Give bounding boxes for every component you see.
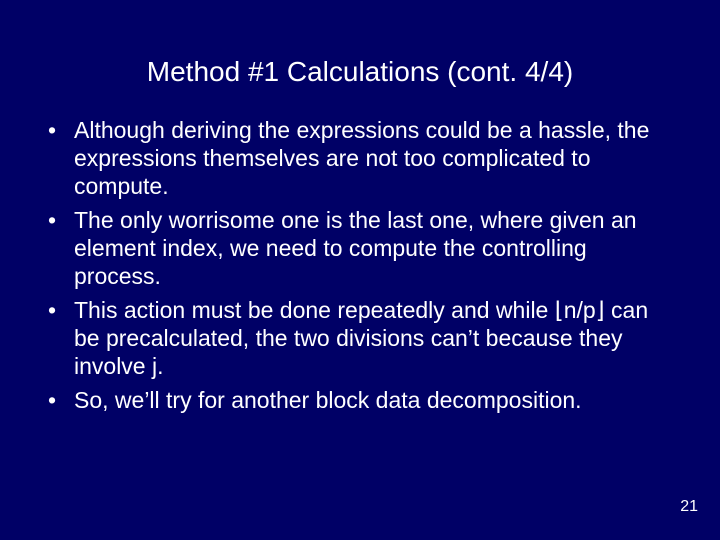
list-item: This action must be done repeatedly and … xyxy=(40,296,680,380)
bullet-list: Although deriving the expressions could … xyxy=(0,116,720,414)
page-number: 21 xyxy=(680,498,698,516)
slide: Method #1 Calculations (cont. 4/4) Altho… xyxy=(0,0,720,540)
slide-title: Method #1 Calculations (cont. 4/4) xyxy=(0,0,720,116)
list-item: So, we’ll try for another block data dec… xyxy=(40,386,680,414)
list-item: Although deriving the expressions could … xyxy=(40,116,680,200)
list-item: The only worrisome one is the last one, … xyxy=(40,206,680,290)
